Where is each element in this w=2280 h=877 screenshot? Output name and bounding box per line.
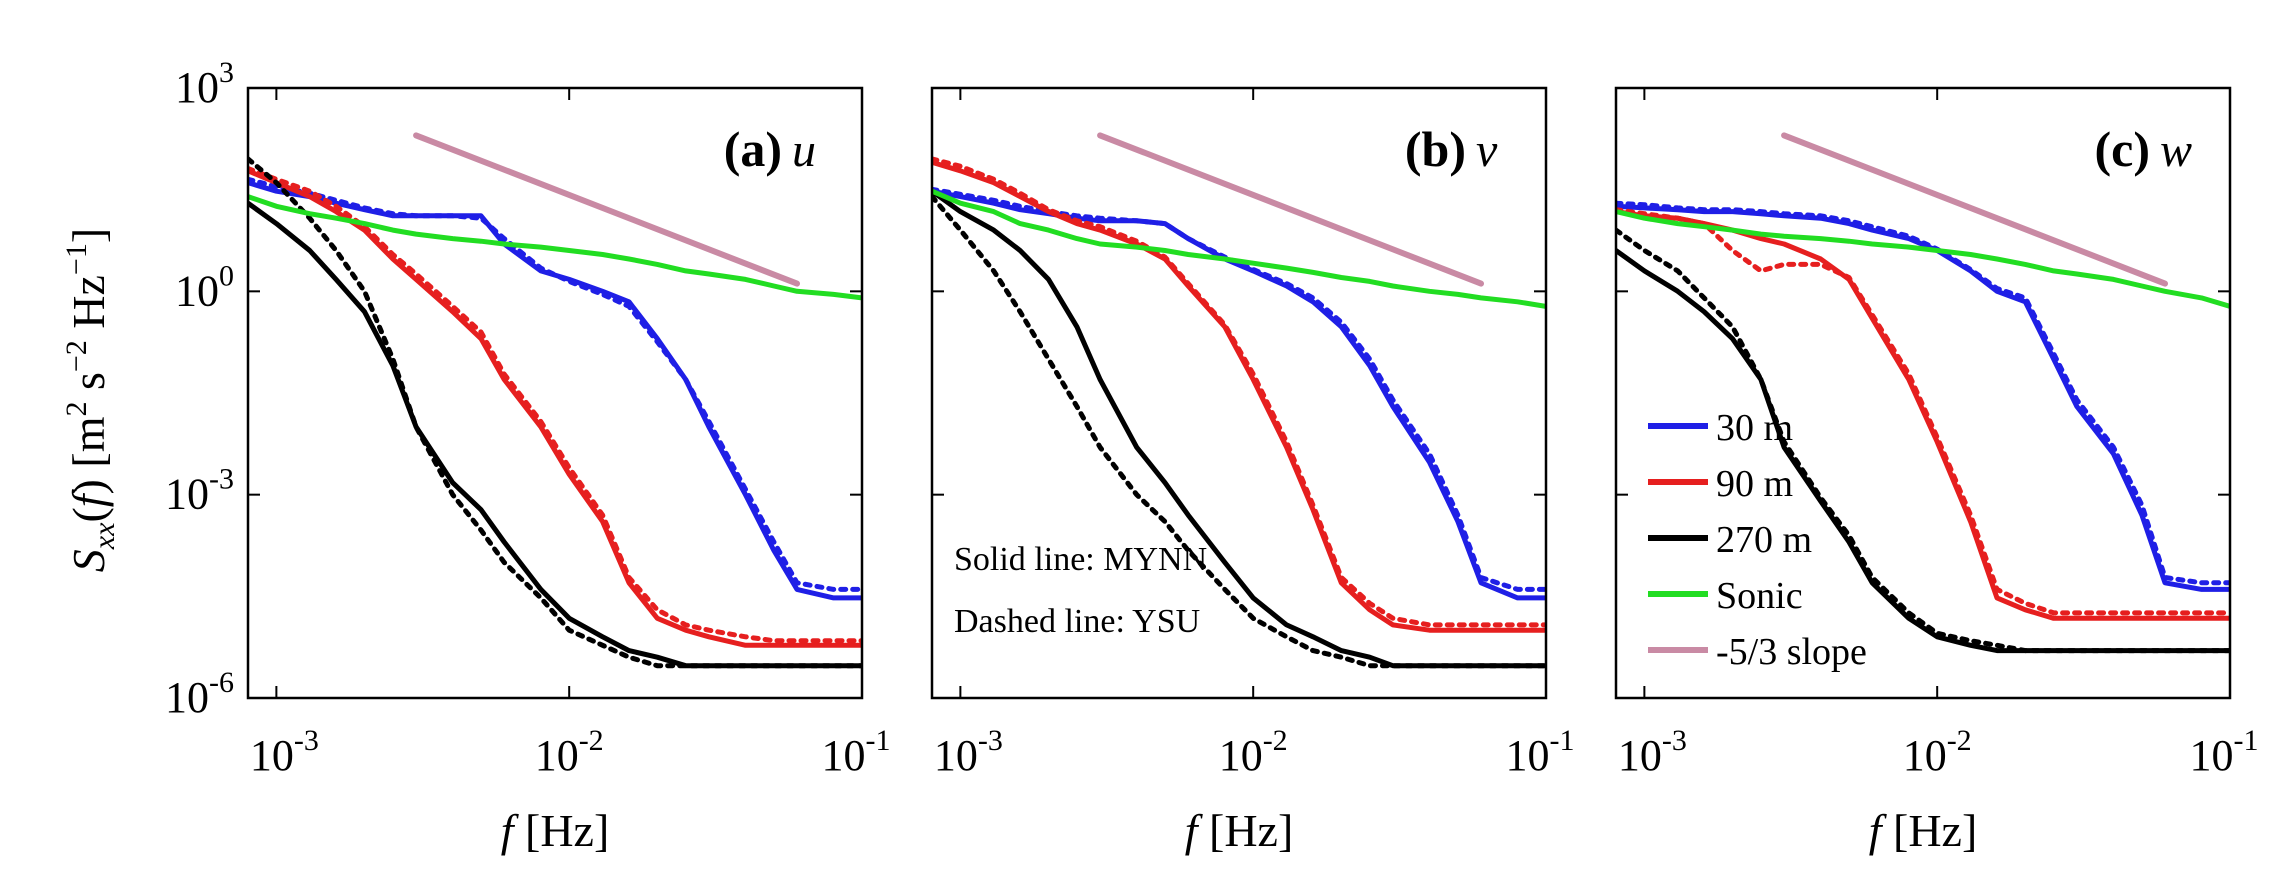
y-tick-label: 10-3 bbox=[165, 463, 234, 519]
series-5-3-slope-solid bbox=[1781, 132, 2168, 287]
panel-variable: v bbox=[1476, 124, 1498, 177]
annotation-note: Dashed line: YSU bbox=[954, 603, 1200, 640]
panel-w: 10-3 10-2 10-1 f [Hz] (c) w 30 m 90 m 270 m Sonic… bbox=[1614, 86, 2259, 856]
x-tick-label: 10-1 bbox=[822, 724, 891, 780]
legend-entry-label: 30 m bbox=[1716, 407, 1793, 449]
panel-variable: w bbox=[2160, 124, 2192, 177]
series-group bbox=[248, 132, 862, 669]
panel-u: 10-3 10-2 10-1 10-6 10-3 100 103 f [Hz] (a) u bbox=[165, 56, 891, 856]
legend-entry-label: Sonic bbox=[1716, 575, 1803, 617]
plot-frame bbox=[930, 86, 1548, 700]
plot-frame bbox=[1614, 86, 2232, 700]
y-axis-label: Sxx(f) [m2 s−2 Hz−1] bbox=[60, 228, 121, 572]
series-group bbox=[932, 132, 1546, 669]
series-group bbox=[1616, 132, 2230, 654]
x-tick-label: 10-3 bbox=[1618, 724, 1687, 780]
series-sonic-solid bbox=[1616, 209, 2230, 309]
series-30-m-dashed bbox=[248, 176, 862, 592]
x-tick-label: 10-3 bbox=[250, 724, 319, 780]
series-5-3-slope-solid bbox=[1097, 132, 1484, 287]
x-tick-label: 10-3 bbox=[934, 724, 1003, 780]
series-270-m-solid bbox=[248, 200, 862, 669]
legend-entry-label: -5/3 slope bbox=[1716, 631, 1867, 673]
series-30-m-dashed bbox=[1616, 200, 2230, 586]
series-30-m-solid bbox=[932, 188, 1546, 601]
panel-variable: u bbox=[792, 124, 816, 177]
legend: 30 m 90 m 270 m Sonic -5/3 slope bbox=[1648, 407, 1867, 673]
x-tick-label: 10-1 bbox=[2190, 724, 2259, 780]
series-90-m-dashed bbox=[932, 156, 1546, 628]
series-sonic-solid bbox=[932, 188, 1546, 309]
annotation-note: Solid line: MYNN bbox=[954, 541, 1207, 578]
series-5-3-slope-solid bbox=[413, 132, 800, 287]
x-tick-label: 10-2 bbox=[1903, 724, 1972, 780]
x-axis-label: f [Hz] bbox=[1869, 805, 1978, 856]
series-270-m-dashed bbox=[248, 156, 862, 669]
x-axis-label: f [Hz] bbox=[501, 805, 610, 856]
x-tick-label: 10-2 bbox=[535, 724, 604, 780]
y-tick-label: 10-6 bbox=[165, 666, 234, 722]
x-axis-label: f [Hz] bbox=[1185, 805, 1294, 856]
legend-entry-label: 270 m bbox=[1716, 519, 1812, 561]
panel-label: (b) bbox=[1405, 121, 1466, 177]
panel-label: (a) bbox=[724, 121, 782, 177]
x-tick-label: 10-1 bbox=[1506, 724, 1575, 780]
series-270-m-dashed bbox=[1616, 227, 2230, 654]
panel-v: 10-3 10-2 10-1 f [Hz] (b) v Solid line: MYNN Da… bbox=[930, 86, 1575, 856]
panel-label: (c) bbox=[2095, 121, 2151, 177]
y-tick-label: 100 bbox=[175, 259, 234, 315]
plot-frame bbox=[246, 86, 864, 700]
svg-text:Sxx(f) [m2 s−2 Hz−1]: Sxx(f) [m2 s−2 Hz−1] bbox=[60, 228, 121, 572]
series-90-m-dashed bbox=[248, 166, 862, 644]
series-sonic-solid bbox=[248, 194, 862, 301]
x-tick-label: 10-2 bbox=[1219, 724, 1288, 780]
series-90-m-dashed bbox=[1616, 207, 2230, 616]
y-tick-label: 103 bbox=[175, 56, 234, 112]
series-270-m-dashed bbox=[932, 194, 1546, 669]
series-30-m-dashed bbox=[932, 186, 1546, 592]
legend-entry-label: 90 m bbox=[1716, 463, 1793, 505]
